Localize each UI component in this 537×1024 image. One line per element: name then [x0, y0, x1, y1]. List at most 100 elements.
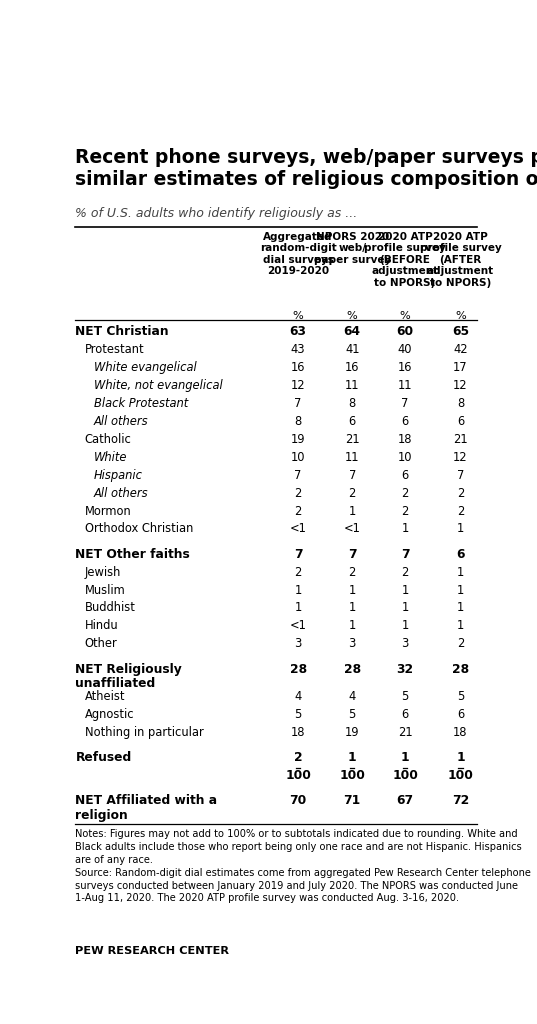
Text: 28: 28 — [289, 663, 307, 676]
Text: 10: 10 — [398, 451, 412, 464]
Text: %: % — [400, 310, 410, 321]
Text: 6: 6 — [402, 708, 409, 721]
Text: %: % — [293, 310, 303, 321]
Text: 2: 2 — [294, 751, 302, 764]
Text: 5: 5 — [457, 690, 464, 702]
Text: 1: 1 — [294, 601, 302, 614]
Text: 1: 1 — [402, 620, 409, 633]
Text: Hindu: Hindu — [85, 620, 118, 633]
Text: 7: 7 — [294, 396, 302, 410]
Text: 40: 40 — [398, 343, 412, 355]
Text: 8: 8 — [349, 396, 356, 410]
Text: 1: 1 — [349, 601, 356, 614]
Text: <1: <1 — [289, 522, 307, 536]
Text: NET Affiliated with a
religion: NET Affiliated with a religion — [75, 794, 217, 821]
Text: 2: 2 — [294, 505, 302, 517]
Text: 2: 2 — [457, 486, 464, 500]
Text: White evangelical: White evangelical — [94, 360, 197, 374]
Text: 28: 28 — [452, 663, 469, 676]
Text: 17: 17 — [453, 360, 468, 374]
Text: Protestant: Protestant — [85, 343, 144, 355]
Text: Aggregated
random-digit
dial surveys
2019-2020: Aggregated random-digit dial surveys 201… — [260, 231, 337, 276]
Text: 16: 16 — [398, 360, 412, 374]
Text: 1: 1 — [457, 601, 464, 614]
Text: Buddhist: Buddhist — [85, 601, 135, 614]
Text: Jewish: Jewish — [85, 565, 121, 579]
Text: Atheist: Atheist — [85, 690, 125, 702]
Text: 63: 63 — [289, 325, 307, 338]
Text: 28: 28 — [344, 663, 361, 676]
Text: NET Christian: NET Christian — [75, 325, 169, 338]
Text: 1: 1 — [457, 522, 464, 536]
Text: 4: 4 — [349, 690, 356, 702]
Text: 1: 1 — [349, 620, 356, 633]
Text: 4: 4 — [294, 690, 302, 702]
Text: Catholic: Catholic — [85, 432, 132, 445]
Text: % of U.S. adults who identify religiously as ...: % of U.S. adults who identify religiousl… — [75, 207, 358, 220]
Text: Nothing in particular: Nothing in particular — [85, 726, 204, 739]
Text: 19: 19 — [345, 726, 359, 739]
Text: 67: 67 — [396, 794, 413, 807]
Text: 71: 71 — [344, 794, 361, 807]
Text: 12: 12 — [453, 379, 468, 391]
Text: Other: Other — [85, 638, 118, 650]
Text: 18: 18 — [398, 432, 412, 445]
Text: White, not evangelical: White, not evangelical — [94, 379, 222, 391]
Text: 1: 1 — [349, 584, 356, 597]
Text: Recent phone surveys, web/paper surveys produce
similar estimates of religious c: Recent phone surveys, web/paper surveys … — [75, 148, 537, 189]
Text: 65: 65 — [452, 325, 469, 338]
Text: 5: 5 — [294, 708, 302, 721]
Text: 6: 6 — [402, 415, 409, 428]
Text: 1: 1 — [401, 751, 409, 764]
Text: 5: 5 — [401, 690, 409, 702]
Text: 12: 12 — [291, 379, 306, 391]
Text: 7: 7 — [457, 469, 464, 481]
Text: 2: 2 — [401, 486, 409, 500]
Text: 18: 18 — [291, 726, 306, 739]
Text: 7: 7 — [294, 469, 302, 481]
Text: 1: 1 — [457, 565, 464, 579]
Text: 3: 3 — [401, 638, 409, 650]
Text: 1: 1 — [457, 620, 464, 633]
Text: 2: 2 — [294, 486, 302, 500]
Text: 7: 7 — [294, 548, 302, 560]
Text: <1: <1 — [344, 522, 361, 536]
Text: 1: 1 — [402, 584, 409, 597]
Text: 11: 11 — [345, 451, 359, 464]
Text: Refused: Refused — [75, 751, 132, 764]
Text: 16: 16 — [345, 360, 359, 374]
Text: 8: 8 — [294, 415, 302, 428]
Text: 6: 6 — [457, 708, 464, 721]
Text: 2: 2 — [349, 565, 356, 579]
Text: NET Religiously
unaffiliated: NET Religiously unaffiliated — [75, 663, 182, 690]
Text: 3: 3 — [294, 638, 302, 650]
Text: 2020 ATP
profile survey
(AFTER
adjustment
to NPORS): 2020 ATP profile survey (AFTER adjustmen… — [419, 231, 501, 288]
Text: PEW RESEARCH CENTER: PEW RESEARCH CENTER — [75, 946, 229, 956]
Text: White: White — [94, 451, 127, 464]
Text: 1: 1 — [402, 522, 409, 536]
Text: 2020 ATP
profile survey
(BEFORE
adjustment
to NPORS): 2020 ATP profile survey (BEFORE adjustme… — [364, 231, 446, 288]
Text: 3: 3 — [349, 638, 356, 650]
Text: 2: 2 — [401, 505, 409, 517]
Text: 1: 1 — [348, 751, 357, 764]
Text: 12: 12 — [453, 451, 468, 464]
Text: 6: 6 — [402, 469, 409, 481]
Text: 8: 8 — [457, 396, 464, 410]
Text: 7: 7 — [401, 548, 409, 560]
Text: Muslim: Muslim — [85, 584, 125, 597]
Text: %: % — [347, 310, 358, 321]
Text: All others: All others — [94, 486, 148, 500]
Text: 100: 100 — [447, 769, 473, 782]
Text: 11: 11 — [345, 379, 359, 391]
Text: 7: 7 — [401, 396, 409, 410]
Text: 1: 1 — [294, 584, 302, 597]
Text: 2: 2 — [349, 486, 356, 500]
Text: 1: 1 — [349, 505, 356, 517]
Text: 21: 21 — [345, 432, 359, 445]
Text: 6: 6 — [349, 415, 356, 428]
Text: 1: 1 — [457, 584, 464, 597]
Text: 100: 100 — [285, 769, 311, 782]
Text: 72: 72 — [452, 794, 469, 807]
Text: Notes: Figures may not add to 100% or to subtotals indicated due to rounding. Wh: Notes: Figures may not add to 100% or to… — [75, 829, 531, 903]
Text: 1: 1 — [402, 601, 409, 614]
